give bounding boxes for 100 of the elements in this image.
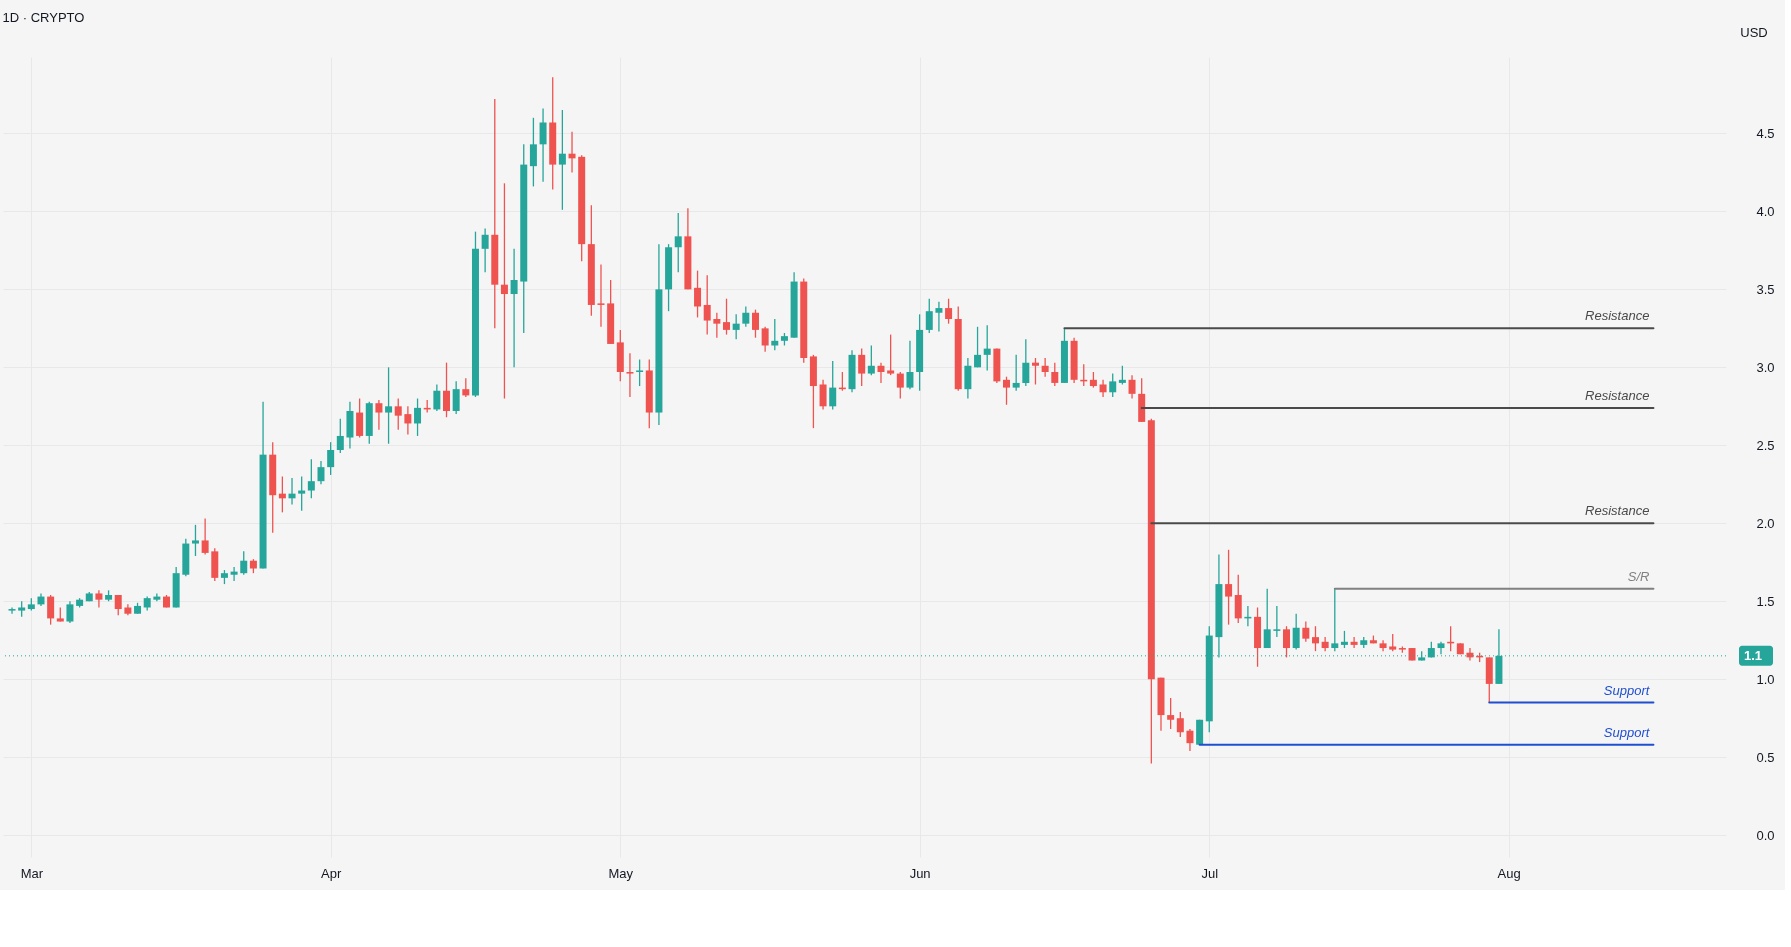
candlestick [1051,362,1059,387]
candlestick [1302,620,1310,643]
candlestick [906,340,914,390]
candlestick [877,362,885,384]
candlestick [66,600,74,624]
candlestick [945,298,953,325]
candlestick [819,379,827,411]
chart-title: 1D · CRYPTO [2,10,85,25]
candlestick [597,263,605,328]
candlestick [539,107,547,183]
candlestick [307,458,315,499]
candlestick [1012,354,1020,392]
candlestick [153,592,161,602]
candlestick [510,248,518,368]
candlestick [742,305,750,328]
candlestick [201,517,209,556]
candlestick [1283,625,1291,659]
candlestick [1003,376,1011,406]
candlestick [385,366,393,445]
candlestick [529,117,537,188]
candlestick [626,352,634,398]
candlestick [1311,625,1319,652]
y-tick-label: 0.0 [1756,827,1775,843]
candlestick [1041,357,1049,378]
candlestick [974,326,982,368]
candlestick [394,397,402,431]
candlestick [964,357,972,400]
x-tick-label: May [608,865,634,881]
candlestick [95,589,103,609]
candlestick [1031,357,1039,386]
candlestick [481,227,489,273]
candlestick [1176,711,1184,738]
x-tick-label: Apr [321,865,342,881]
candlestick [8,606,16,615]
candlestick [761,326,769,353]
x-tick-label: Jul [1201,865,1219,881]
candlestick [240,550,248,576]
candlestick [1273,605,1281,638]
y-tick-label: 2.5 [1756,437,1775,453]
candlestick [327,441,335,476]
candlestick [732,313,740,340]
y-tick-label: 4.5 [1756,125,1775,141]
candlestick [558,109,566,211]
candlestick [433,383,441,412]
candlestick [887,333,895,376]
candlestick [1128,374,1136,400]
candlestick [1234,574,1242,624]
candlestick [867,344,875,376]
candlestick [317,460,325,485]
candlestick [191,524,199,557]
candlestick [723,298,731,336]
candlestick [983,324,991,372]
y-tick-label: 0.5 [1756,749,1775,765]
candlestick [694,270,702,319]
candlestick [452,380,460,415]
candlestick [1263,588,1271,649]
candlestick [858,347,866,387]
candlestick [829,360,837,411]
candlestick [1225,549,1233,626]
candlestick [114,594,122,616]
y-tick-label: 2.0 [1756,515,1775,531]
x-tick-label: Aug [1497,865,1521,881]
candlestick [636,358,644,387]
candlestick [1022,338,1030,387]
series-label: Resistance [1585,308,1650,324]
candlestick [500,182,508,400]
text: USD [1740,25,1768,40]
y-tick-label: 1.0 [1756,671,1775,687]
y-tick-label: 1.5 [1756,593,1775,609]
candlestick [1350,636,1358,649]
candlestick [751,308,759,339]
candlestick [47,594,55,626]
candlestick [1109,372,1117,398]
candlestick [336,418,344,454]
series-label: S/R [1627,568,1650,584]
candlestick [713,312,721,339]
candlestick [1331,588,1339,652]
y-tick-label: 4.0 [1756,203,1775,219]
candlestick [1167,697,1175,730]
candlestick [298,475,306,512]
candlestick [443,362,451,418]
candlestick [925,298,933,334]
series-label: Resistance [1585,503,1650,519]
candlestick [414,397,422,437]
ref-line-label: 1.1 [1744,647,1763,663]
series-label: Support [1603,724,1651,740]
y-tick-label: 3.0 [1756,359,1775,375]
candlestick [1186,728,1194,752]
x-tick-label: Jun [909,865,931,881]
candlestick [462,377,470,398]
candlestick [404,405,412,436]
candlestick [674,212,682,273]
candlestick [375,399,383,431]
candlestick [356,397,364,439]
candlestick [1118,365,1126,386]
y-tick-label: 3.5 [1756,281,1775,297]
candlestick [935,301,943,333]
candlestick [230,566,238,582]
candlestick [896,371,904,400]
x-tick-label: Mar [20,865,44,881]
